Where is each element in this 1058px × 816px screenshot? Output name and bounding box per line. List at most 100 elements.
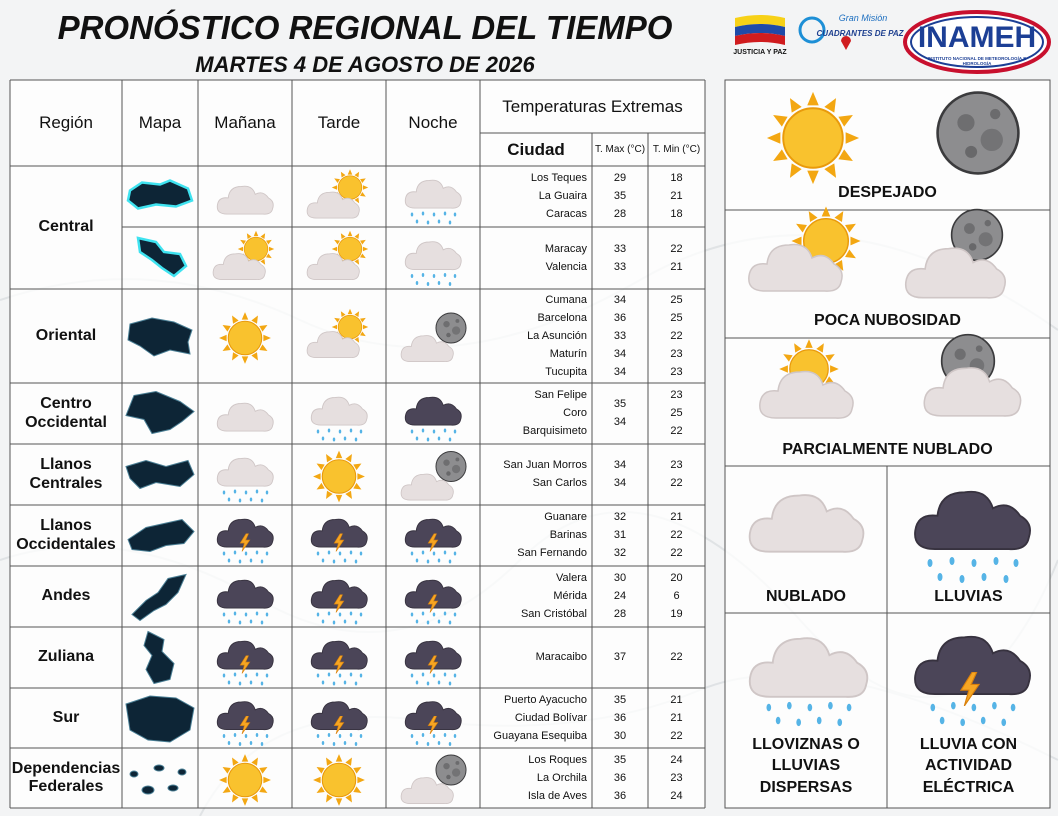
city-name: Los Teques — [530, 172, 587, 185]
region-map — [125, 695, 195, 743]
temp-max: 31 — [613, 529, 627, 542]
city-name: Guanare — [544, 511, 587, 524]
temp-min: 23 — [670, 459, 683, 472]
temp-min: 21 — [670, 190, 683, 203]
temp-min: 25 — [670, 407, 683, 420]
city-name: Mérida — [553, 590, 587, 603]
region-name: Sur — [52, 708, 80, 726]
temp-max: 34 — [613, 477, 627, 490]
temp-max: 28 — [613, 208, 627, 221]
city-name: Coro — [563, 407, 587, 420]
region-name: Zuliana — [37, 648, 94, 666]
temp-min: 25 — [670, 293, 683, 306]
city-name: Maturín — [549, 347, 587, 360]
subtitle: MARTES 4 DE AGOSTO DE 2026 — [195, 52, 535, 78]
temp-max: 35 — [613, 693, 627, 706]
city-name: Barquisimeto — [522, 425, 587, 438]
temp-max: 36 — [613, 789, 627, 802]
temp-min: 23 — [670, 389, 683, 402]
temp-max: 32 — [613, 511, 627, 524]
logo-text: INSTITUTO NACIONAL DE METEOROLOGÍA E HID… — [927, 55, 1027, 66]
region-name: Central — [38, 218, 94, 236]
city-name: Tucupita — [545, 365, 587, 378]
header-cell: Mapa — [138, 113, 182, 133]
region-map — [131, 573, 187, 622]
temp-min: 23 — [670, 365, 683, 378]
region-map — [127, 317, 193, 357]
temp-min: 22 — [670, 729, 683, 742]
header-cell: Temperaturas Extremas — [502, 96, 683, 116]
header-cell: Noche — [408, 113, 458, 133]
temp-max: 37 — [613, 651, 627, 664]
header-cell: Mañana — [214, 113, 276, 133]
region-name: Dependencias Federales — [11, 759, 121, 795]
region-name: Llanos Occidentales — [16, 517, 116, 553]
city-name: San Felipe — [534, 389, 587, 402]
temp-min: 21 — [670, 511, 683, 524]
city-name: San Cristóbal — [520, 608, 587, 621]
temp-min: 22 — [670, 529, 683, 542]
inameh-logo — [903, 10, 1051, 74]
temp-min: 6 — [673, 590, 680, 603]
city-name: La Guaira — [538, 190, 587, 203]
temp-max: 32 — [613, 547, 627, 560]
temp-max: 30 — [613, 572, 627, 585]
city-name: Barcelona — [537, 311, 587, 324]
city-name: Isla de Aves — [527, 789, 587, 802]
region-map — [125, 390, 195, 435]
justicia-logo — [735, 15, 785, 45]
legend-label: POCA NUBOSIDAD — [814, 312, 961, 330]
temp-min: 21 — [670, 711, 683, 724]
header-cell: Región — [39, 113, 93, 133]
temp-max: 33 — [613, 260, 627, 273]
city-name: Valera — [556, 572, 587, 585]
region-name: Oriental — [35, 326, 97, 344]
city-name: Puerto Ayacucho — [504, 693, 587, 706]
moon-icon — [435, 754, 467, 786]
temp-max: 36 — [613, 311, 627, 324]
temp-min: 20 — [670, 572, 683, 585]
city-name: Guayana Esequiba — [493, 729, 587, 742]
temp-min: 22 — [670, 477, 683, 490]
city-name: San Fernando — [517, 547, 587, 560]
legend-label: NUBLADO — [766, 588, 846, 606]
temp-min: 23 — [670, 771, 683, 784]
temp-max: 28 — [613, 608, 627, 621]
temp-min: 22 — [670, 242, 683, 255]
city-name: Cumana — [545, 293, 587, 306]
temp-max: 24 — [613, 590, 627, 603]
city-name: San Carlos — [532, 477, 587, 490]
temp-min: 25 — [670, 311, 683, 324]
header-cell: T. Min (°C) — [652, 143, 701, 155]
temp-max: 34 — [613, 293, 627, 306]
region-map — [143, 630, 175, 685]
region-map — [136, 236, 188, 278]
icons — [125, 90, 1031, 807]
region-map — [126, 179, 194, 210]
temp-min: 23 — [670, 347, 683, 360]
city-name: La Orchila — [536, 771, 587, 784]
temp-min: 24 — [670, 753, 683, 766]
header-cell: T. Max (°C) — [594, 143, 646, 155]
city-name: Ciudad Bolívar — [514, 711, 587, 724]
moon-icon — [936, 91, 1020, 175]
city-name: Maracay — [544, 242, 587, 255]
temp-min: 21 — [670, 693, 683, 706]
temp-max: 29 — [613, 172, 627, 185]
temp-max: 35 — [613, 398, 627, 411]
temp-max: 30 — [613, 729, 627, 742]
temp-min: 22 — [670, 425, 683, 438]
city-name: Maracaibo — [535, 651, 587, 664]
legend-label: LLOVIZNAS O LLUVIAS DISPERSAS — [752, 735, 860, 796]
region-name: Centro Occidental — [25, 395, 107, 431]
temp-max: 35 — [613, 753, 627, 766]
temp-max: 36 — [613, 711, 627, 724]
temp-max: 36 — [613, 771, 627, 784]
title: PRONÓSTICO REGIONAL DEL TIEMPO — [57, 9, 673, 47]
legend-label: LLUVIAS — [934, 588, 1003, 606]
temp-max: 35 — [613, 190, 627, 203]
region-name: Llanos Centrales — [29, 456, 103, 492]
temp-max: 34 — [613, 459, 627, 472]
